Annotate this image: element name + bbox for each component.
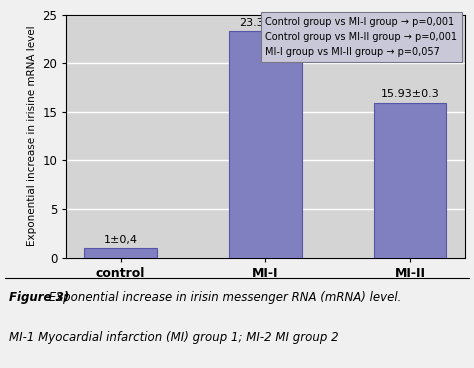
Bar — [84, 248, 157, 258]
Text: 15.93±0.3: 15.93±0.3 — [381, 89, 439, 99]
Bar — [374, 103, 447, 258]
Text: MI-1 Myocardial infarction (MI) group 1; MI-2 MI group 2: MI-1 Myocardial infarction (MI) group 1;… — [9, 331, 339, 344]
Bar — [229, 31, 301, 258]
Text: 1±0,4: 1±0,4 — [104, 236, 137, 245]
Text: Figure 3): Figure 3) — [9, 291, 70, 304]
Text: Exponential increase in irisin messenger RNA (mRNA) level.: Exponential increase in irisin messenger… — [45, 291, 401, 304]
Y-axis label: Exponential increase in irisine mRNA level: Exponential increase in irisine mRNA lev… — [27, 26, 37, 247]
Text: 23.3±0.2: 23.3±0.2 — [239, 18, 292, 28]
Text: Control group vs MI-I group → p=0,001
Control group vs MI-II group → p=0,001
MI-: Control group vs MI-I group → p=0,001 Co… — [265, 17, 457, 57]
